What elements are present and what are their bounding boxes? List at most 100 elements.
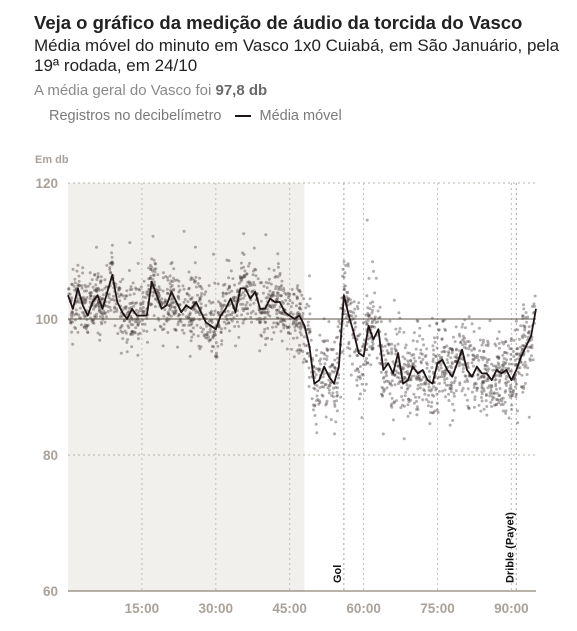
x-tick-label: 60:00	[346, 601, 381, 616]
reading-point	[264, 233, 268, 237]
reading-point	[161, 344, 165, 348]
reading-point	[493, 403, 496, 407]
reading-point	[510, 408, 514, 411]
reading-point	[508, 390, 512, 393]
reading-point	[199, 345, 203, 349]
reading-point	[499, 369, 503, 372]
reading-point	[348, 298, 352, 302]
reading-point	[260, 311, 264, 315]
reading-point	[171, 280, 175, 284]
reading-point	[519, 324, 523, 328]
reading-point	[297, 348, 300, 352]
reading-point	[416, 374, 420, 378]
reading-point	[90, 319, 94, 323]
reading-point	[501, 396, 505, 400]
reading-point	[230, 319, 234, 323]
reading-point	[93, 314, 97, 318]
reading-point	[280, 284, 283, 287]
reading-point	[374, 321, 378, 324]
reading-point	[411, 362, 415, 366]
reading-point	[274, 274, 278, 278]
reading-point	[390, 379, 394, 383]
reading-point	[187, 270, 191, 274]
reading-point	[371, 347, 374, 351]
reading-point	[173, 278, 177, 282]
reading-point	[480, 382, 484, 386]
first-half-shade	[68, 183, 305, 591]
reading-point	[220, 342, 224, 346]
reading-point	[295, 297, 299, 301]
reading-point	[491, 368, 495, 372]
reading-point	[428, 369, 431, 373]
reading-point	[389, 381, 392, 385]
reading-point	[85, 324, 89, 328]
reading-point	[505, 358, 509, 362]
reading-point	[391, 360, 395, 364]
reading-point	[85, 325, 89, 329]
reading-point	[485, 360, 489, 364]
reading-point	[419, 382, 423, 386]
reading-point	[76, 263, 80, 267]
reading-point	[199, 302, 203, 306]
reading-point	[477, 358, 481, 362]
reading-point	[333, 358, 337, 362]
reading-point	[473, 381, 477, 385]
reading-point	[371, 319, 374, 323]
reading-point	[392, 298, 396, 302]
reading-point	[126, 338, 130, 342]
reading-point	[241, 275, 245, 279]
reading-point	[104, 285, 108, 289]
reading-point	[371, 346, 375, 350]
reading-point	[388, 382, 392, 386]
reading-point	[191, 326, 195, 330]
reading-point	[390, 402, 394, 406]
reading-point	[371, 325, 374, 329]
reading-point	[200, 292, 204, 295]
reading-point	[380, 393, 384, 397]
reading-point	[329, 364, 333, 368]
reading-point	[279, 329, 283, 333]
reading-point	[150, 302, 154, 306]
reading-point	[108, 266, 112, 269]
reading-point	[278, 320, 282, 323]
reading-point	[472, 330, 476, 334]
reading-point	[299, 327, 303, 331]
reading-point	[235, 290, 239, 294]
reading-point	[207, 299, 211, 303]
reading-point	[169, 306, 173, 310]
reading-point	[321, 381, 325, 385]
legend-line-label: Média móvel	[259, 108, 342, 124]
reading-point	[278, 271, 282, 275]
reading-point	[227, 286, 231, 290]
reading-point	[214, 333, 218, 337]
reading-point	[358, 365, 362, 369]
reading-point	[427, 382, 431, 386]
reading-point	[124, 294, 128, 298]
reading-point	[298, 330, 302, 334]
reading-point	[367, 313, 371, 317]
reading-point	[127, 326, 131, 330]
reading-point	[135, 308, 138, 312]
reading-point	[507, 416, 511, 420]
reading-point	[194, 311, 198, 314]
reading-point	[171, 297, 175, 301]
reading-point	[422, 375, 425, 379]
reading-point	[347, 340, 351, 344]
reading-point	[361, 373, 365, 377]
reading-point	[99, 281, 102, 285]
reading-point	[450, 347, 454, 351]
reading-point	[383, 380, 387, 384]
reading-point	[407, 397, 410, 401]
reading-point	[344, 264, 348, 267]
reading-point	[454, 359, 458, 363]
reading-point	[182, 229, 186, 233]
reading-point	[434, 354, 438, 358]
reading-point	[328, 365, 332, 369]
reading-point	[116, 332, 120, 336]
reading-point	[408, 384, 412, 388]
reading-point	[472, 386, 476, 389]
reading-point	[418, 334, 422, 338]
reading-point	[350, 314, 354, 318]
reading-point	[103, 320, 107, 324]
reading-point	[284, 324, 288, 328]
